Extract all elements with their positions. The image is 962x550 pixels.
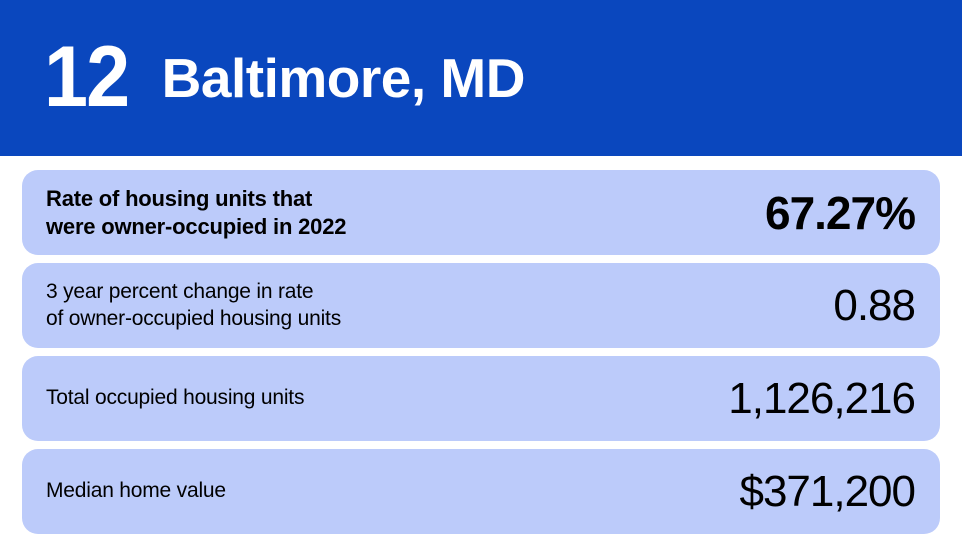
stat-label: 3 year percent change in rate of owner-o… xyxy=(46,280,341,330)
stat-row: 3 year percent change in rate of owner-o… xyxy=(22,263,940,348)
stat-label: Total occupied housing units xyxy=(46,386,305,410)
stat-value: 67.27% xyxy=(764,186,916,239)
stats-list: Rate of housing units that were owner-oc… xyxy=(22,170,940,534)
rank-number: 12 xyxy=(44,29,130,126)
stat-label: Median home value xyxy=(46,479,226,503)
stat-row: Median home value $371,200 xyxy=(22,449,940,534)
stat-value: $371,200 xyxy=(739,466,916,516)
city-name: Baltimore, MD xyxy=(161,46,526,109)
stat-value: 0.88 xyxy=(833,280,916,330)
stat-row: Rate of housing units that were owner-oc… xyxy=(22,170,940,255)
stat-label: Rate of housing units that were owner-oc… xyxy=(46,186,347,239)
header-band: 12 Baltimore, MD xyxy=(0,0,962,156)
stat-row: Total occupied housing units 1,126,216 xyxy=(22,356,940,441)
stat-value: 1,126,216 xyxy=(728,373,916,423)
